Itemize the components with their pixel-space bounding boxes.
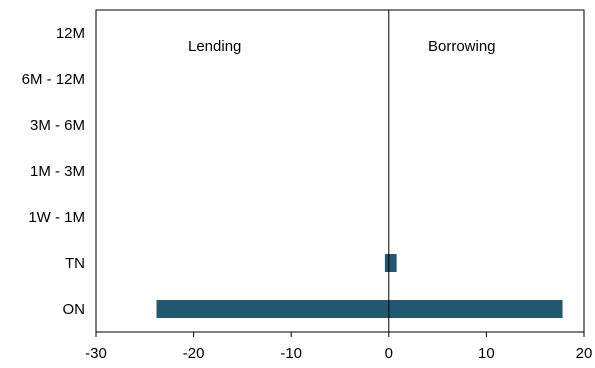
bar (388, 254, 397, 272)
y-tick-label: 3M - 6M (30, 117, 85, 134)
x-tick-label: -10 (280, 345, 302, 362)
y-tick-label: TN (65, 255, 85, 272)
plot-frame (95, 9, 585, 333)
x-tick-label: 20 (576, 345, 593, 362)
y-tick-label: 12M (56, 25, 85, 42)
annotation-lending: Lending (188, 38, 241, 55)
x-tick-label: -20 (183, 345, 205, 362)
x-tick-label: 0 (385, 345, 393, 362)
y-tick-label: 1M - 3M (30, 163, 85, 180)
bar (156, 300, 389, 318)
annotation-borrowing: Borrowing (428, 38, 496, 55)
y-tick-label: 1W - 1M (28, 209, 85, 226)
bar (384, 254, 389, 272)
y-tick-label: ON (63, 301, 86, 318)
x-tick-label: 10 (478, 345, 495, 362)
bar (388, 300, 563, 318)
x-tick-label: -30 (85, 345, 107, 362)
y-tick-label: 6M - 12M (22, 71, 85, 88)
